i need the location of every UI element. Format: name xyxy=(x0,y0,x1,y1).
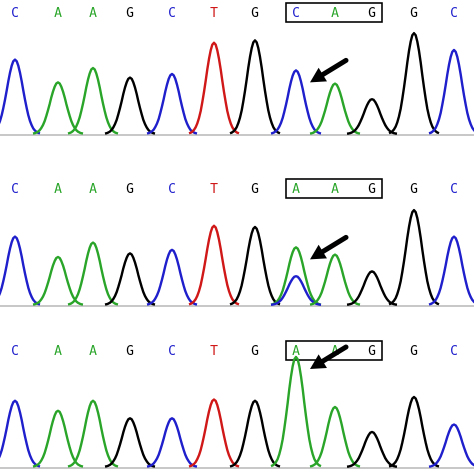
peak-C xyxy=(0,235,41,306)
peak-C xyxy=(146,248,198,306)
base-letter: G xyxy=(251,344,259,359)
base-letter: C xyxy=(450,344,458,359)
peak-A xyxy=(270,355,322,468)
arrow-pointing-down-left-icon xyxy=(310,234,349,260)
base-letter: G xyxy=(251,6,259,21)
base-letter: G xyxy=(410,6,418,21)
peak-C xyxy=(0,58,41,135)
base-letter: G xyxy=(126,6,134,21)
peak-A xyxy=(67,66,119,135)
base-letter: C xyxy=(11,344,19,359)
base-letter: C xyxy=(292,6,300,21)
peak-G xyxy=(104,417,156,468)
peak-C xyxy=(146,72,198,135)
peak-G xyxy=(388,32,440,135)
base-letter: T xyxy=(210,182,218,197)
base-letter: A xyxy=(89,6,97,21)
base-letter: C xyxy=(168,182,176,197)
base-letter: A xyxy=(331,182,339,197)
peak-C xyxy=(0,399,41,468)
base-letter: G xyxy=(251,182,259,197)
base-letter: C xyxy=(11,6,19,21)
codon-box xyxy=(285,2,383,23)
base-letter: G xyxy=(410,182,418,197)
base-letter: C xyxy=(168,344,176,359)
base-letter: C xyxy=(450,182,458,197)
peak-G xyxy=(346,430,398,468)
base-letter: C xyxy=(168,6,176,21)
peak-A xyxy=(67,241,119,306)
peak-A xyxy=(270,246,322,306)
base-letter: T xyxy=(210,344,218,359)
peak-G xyxy=(388,395,440,468)
base-letter: T xyxy=(210,6,218,21)
peak-A xyxy=(309,253,361,306)
peak-G xyxy=(346,98,398,135)
base-letter: A xyxy=(89,182,97,197)
base-letter: G xyxy=(410,344,418,359)
base-letter: G xyxy=(368,182,376,197)
base-letter: A xyxy=(89,344,97,359)
base-letter: A xyxy=(292,344,300,359)
peak-G xyxy=(346,270,398,306)
base-letter: G xyxy=(368,6,376,21)
peak-C xyxy=(428,423,474,468)
peak-A xyxy=(309,82,361,135)
arrow-pointing-down-left-icon xyxy=(310,344,349,369)
base-letter: A xyxy=(54,344,62,359)
peak-T xyxy=(188,224,240,306)
base-letter: G xyxy=(126,182,134,197)
peak-T xyxy=(188,41,240,135)
peak-G xyxy=(229,225,281,306)
peak-T xyxy=(188,398,240,468)
peak-C xyxy=(428,235,474,306)
peak-G xyxy=(104,76,156,135)
peak-C xyxy=(270,275,322,306)
codon-box xyxy=(285,178,383,199)
base-letter: A xyxy=(292,182,300,197)
peak-C xyxy=(428,48,474,135)
peak-A xyxy=(67,399,119,468)
base-letter: G xyxy=(126,344,134,359)
base-letter: A xyxy=(54,182,62,197)
base-letter: C xyxy=(11,182,19,197)
peak-G xyxy=(388,209,440,306)
peak-C xyxy=(270,69,322,135)
base-letter: A xyxy=(54,6,62,21)
peak-A xyxy=(309,405,361,468)
base-letter: C xyxy=(450,6,458,21)
codon-box xyxy=(285,340,383,361)
peak-C xyxy=(146,417,198,468)
base-letter: G xyxy=(368,344,376,359)
arrow-pointing-down-left-icon xyxy=(310,57,349,83)
peak-G xyxy=(229,399,281,468)
peak-G xyxy=(229,39,281,135)
base-letter: A xyxy=(331,6,339,21)
peak-G xyxy=(104,252,156,306)
